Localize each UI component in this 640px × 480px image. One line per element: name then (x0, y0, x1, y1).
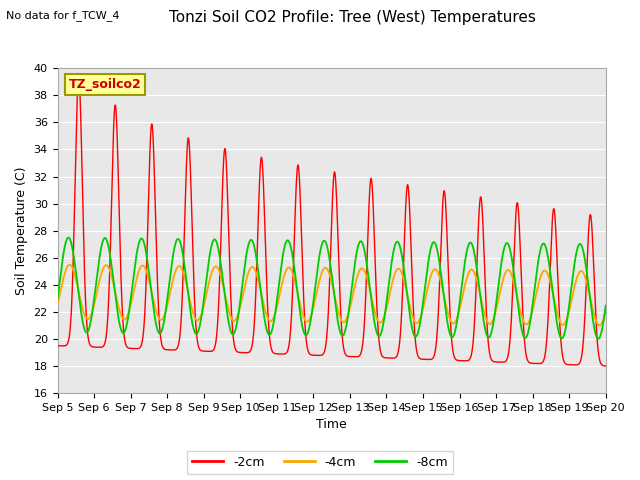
Legend: -2cm, -4cm, -8cm: -2cm, -4cm, -8cm (187, 451, 453, 474)
X-axis label: Time: Time (316, 419, 347, 432)
Y-axis label: Soil Temperature (C): Soil Temperature (C) (15, 167, 28, 295)
Text: Tonzi Soil CO2 Profile: Tree (West) Temperatures: Tonzi Soil CO2 Profile: Tree (West) Temp… (168, 10, 536, 24)
Text: TZ_soilco2: TZ_soilco2 (68, 78, 141, 91)
Text: No data for f_TCW_4: No data for f_TCW_4 (6, 10, 120, 21)
